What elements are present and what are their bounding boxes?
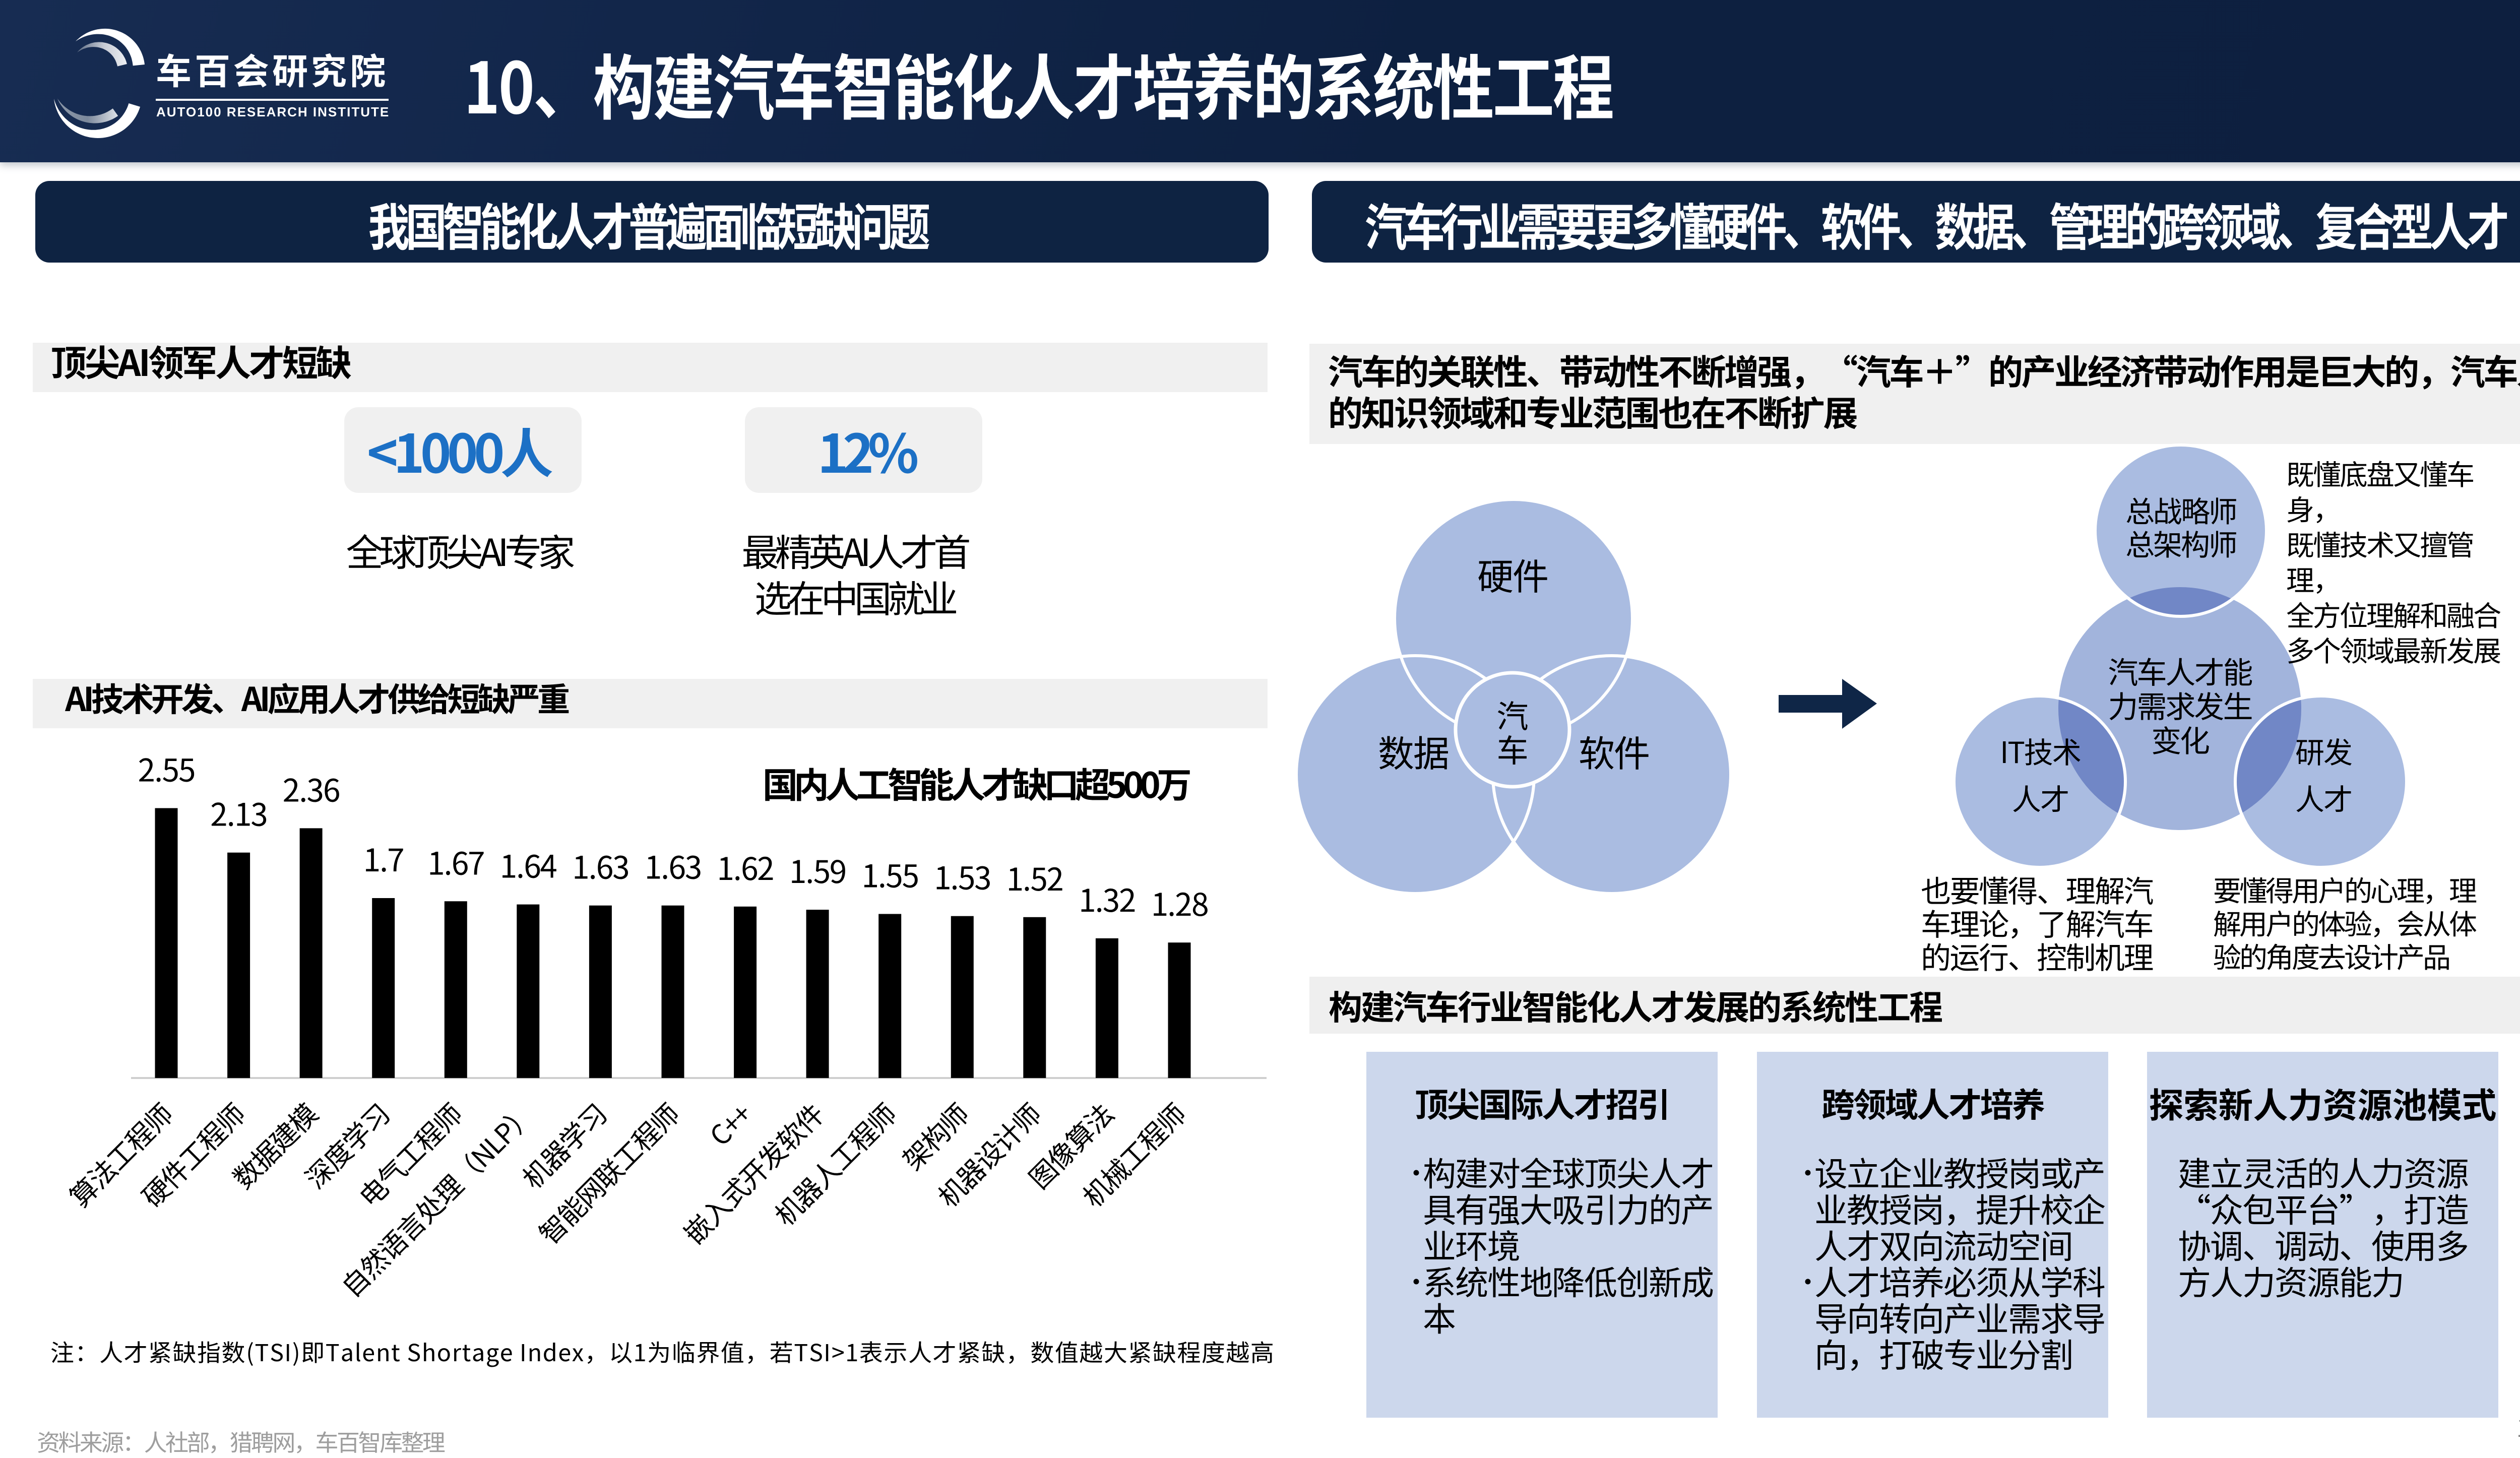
svg-text:1.63: 1.63 <box>572 843 628 888</box>
svg-text:1.53: 1.53 <box>934 853 990 899</box>
svg-text:1.52: 1.52 <box>1006 854 1063 900</box>
svg-text:1.64: 1.64 <box>500 842 557 887</box>
svg-text:总战略师: 总战略师 <box>2125 488 2236 531</box>
svg-text:车: 车 <box>1497 726 1529 772</box>
svg-text:2.13: 2.13 <box>210 790 267 835</box>
svg-text:1.59: 1.59 <box>789 847 846 892</box>
svg-text:总架构师: 总架构师 <box>2125 522 2236 564</box>
svg-text:国内人工智能人才缺口超500万: 国内人工智能人才缺口超500万 <box>763 757 1190 808</box>
svg-text:人才: 人才 <box>2012 776 2068 818</box>
svg-text:变化: 变化 <box>2151 717 2209 761</box>
svg-text:1.28: 1.28 <box>1151 879 1208 925</box>
svg-text:2.36: 2.36 <box>283 765 339 810</box>
svg-text:1.63: 1.63 <box>645 843 701 888</box>
svg-text:1.67: 1.67 <box>427 838 484 883</box>
svg-text:1.32: 1.32 <box>1079 875 1135 921</box>
svg-text:力需求发生: 力需求发生 <box>2108 683 2252 727</box>
svg-text:汽车人才能: 汽车人才能 <box>2108 649 2252 692</box>
svg-text:C++: C++ <box>700 1094 759 1153</box>
svg-text:研发: 研发 <box>2295 729 2352 772</box>
svg-text:1.62: 1.62 <box>717 844 773 889</box>
svg-text:2.55: 2.55 <box>138 745 195 791</box>
svg-text:数据: 数据 <box>1378 724 1448 777</box>
svg-text:人才: 人才 <box>2295 776 2352 818</box>
svg-text:1.7: 1.7 <box>363 835 404 880</box>
svg-text:软件: 软件 <box>1579 724 1649 777</box>
svg-text:汽: 汽 <box>1497 691 1529 737</box>
svg-text:硬件: 硬件 <box>1477 547 1548 600</box>
svg-text:1.55: 1.55 <box>861 851 918 897</box>
svg-text:IT技术: IT技术 <box>2000 729 2081 772</box>
